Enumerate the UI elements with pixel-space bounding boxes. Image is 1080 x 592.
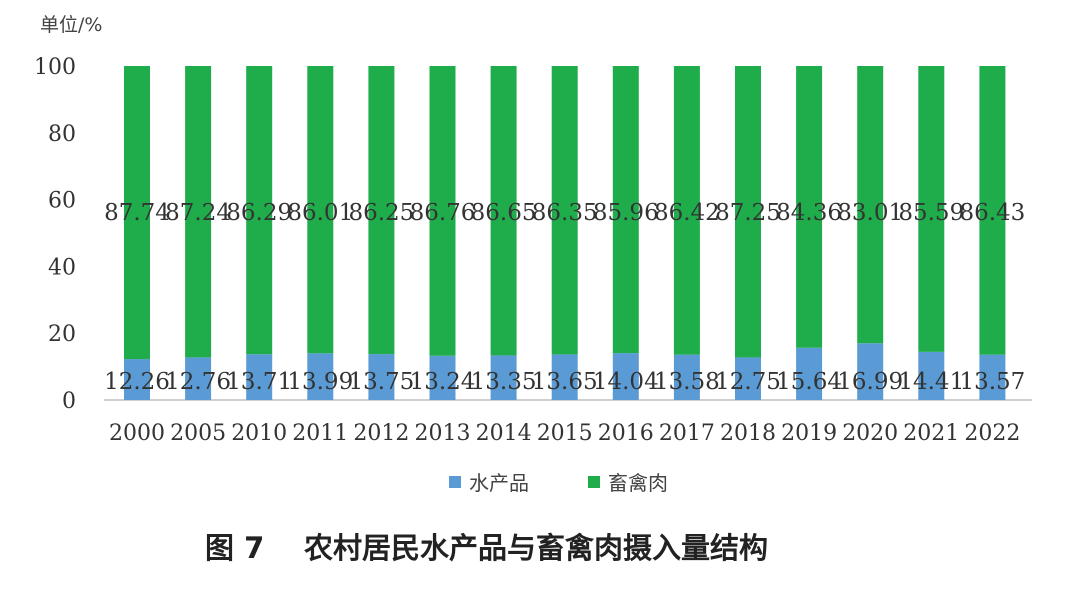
bar-segment-aquatic [735,357,761,400]
bar-segment-meat [612,66,639,354]
figure-number: 图 7 [205,531,264,565]
data-label-meat: 83.01 [837,200,903,226]
bar-segment-meat [368,66,395,355]
legend-swatch-aquatic [449,476,461,488]
bar-segment-aquatic [185,357,212,400]
bar-segment-meat [490,66,517,356]
data-label-meat: 86.43 [959,200,1025,226]
y-tick-label: 40 [48,255,76,280]
data-label-aquatic: 14.41 [898,369,964,395]
data-label-aquatic: 14.04 [593,369,659,395]
bar-segment-meat [185,66,212,358]
data-label-aquatic: 16.99 [837,369,903,395]
data-labels: 12.26 87.74 12.76 87.24 13.71 86.29 13.99 86.01… [104,200,1025,395]
y-tick-label: 100 [34,55,76,80]
bar-segment-aquatic [796,347,823,400]
x-tick-label: 2010 [231,421,287,446]
bar-segment-aquatic [246,354,273,400]
legend-label-meat: 畜禽肉 [608,471,668,495]
data-label-meat: 86.76 [410,200,476,226]
bar-segment-aquatic [307,353,334,400]
legend-label-aquatic: 水产品 [469,471,529,495]
bar-segment-aquatic [612,353,639,400]
data-label-aquatic: 13.99 [287,369,353,395]
bar-segment-aquatic [673,354,700,400]
bar-segment-meat [551,66,578,355]
data-label-aquatic: 15.64 [776,369,842,395]
bar-segment-aquatic [368,354,395,400]
data-label-aquatic: 13.71 [226,369,292,395]
data-label-meat: 87.25 [715,200,781,226]
data-label-meat: 86.35 [532,200,598,226]
x-tick-label: 2011 [292,421,348,446]
bar-segment-meat [735,66,761,358]
data-label-meat: 86.29 [226,200,292,226]
x-tick-label: 2022 [964,421,1020,446]
data-label-aquatic: 12.26 [104,369,170,395]
data-label-aquatic: 13.58 [654,369,720,395]
data-label-meat: 85.96 [593,200,659,226]
x-tick-label: 2000 [109,421,165,446]
bar-segment-aquatic [918,351,945,400]
data-label-aquatic: 13.57 [959,369,1025,395]
x-tick-label: 2018 [720,421,776,446]
bar-segment-meat [307,66,334,354]
bar-segment-meat [796,66,823,348]
x-tick-label: 2013 [415,421,471,446]
legend: 水产品 畜禽肉 [449,471,668,495]
data-label-aquatic: 13.75 [348,369,414,395]
y-tick-label: 0 [62,389,76,414]
y-tick-label: 80 [48,122,76,147]
bar-segment-aquatic [857,343,884,400]
data-label-meat: 86.25 [348,200,414,226]
x-tick-label: 2014 [476,421,532,446]
data-label-aquatic: 13.24 [410,369,476,395]
legend-swatch-meat [588,476,600,488]
bar-segment-meat [979,66,1006,355]
data-label-meat: 86.42 [654,200,720,226]
data-label-meat: 87.24 [165,200,231,226]
bar-segment-aquatic [490,355,517,400]
data-label-meat: 85.59 [898,200,964,226]
bar-segment-meat [124,66,150,360]
data-label-meat: 86.65 [471,200,537,226]
y-axis-ticks: 0 20 40 60 80 100 [34,55,76,414]
bar-segment-meat [857,66,884,344]
data-label-meat: 87.74 [104,200,170,226]
data-label-meat: 86.01 [287,200,353,226]
y-tick-label: 60 [48,189,76,214]
x-tick-label: 2019 [781,421,837,446]
bar-segment-meat [918,66,945,352]
x-tick-label: 2015 [537,421,593,446]
bar-segment-aquatic [429,355,456,400]
bar-segment-meat [246,66,273,355]
bar-segment-aquatic [979,354,1006,400]
y-axis-unit-label: 单位/% [40,14,102,36]
data-label-aquatic: 12.76 [165,369,231,395]
bar-segment-meat [673,66,700,355]
x-tick-label: 2012 [353,421,409,446]
figure-title: 农村居民水产品与畜禽肉摄入量结构 [303,531,768,565]
bar-segment-aquatic [124,359,150,400]
bar-segment-meat [429,66,456,356]
y-tick-label: 20 [48,322,76,347]
x-tick-label: 2005 [170,421,226,446]
x-tick-label: 2017 [659,421,715,446]
bar-segment-aquatic [551,354,578,400]
x-tick-label: 2020 [842,421,898,446]
x-axis-ticks: 2000 2005 2010 2011 2012 2013 2014 2015 2016 2017… [109,421,1020,446]
x-tick-label: 2021 [903,421,959,446]
bars [124,66,1006,400]
data-label-aquatic: 12.75 [715,369,781,395]
figure-caption: 图 7 农村居民水产品与畜禽肉摄入量结构 [205,531,768,565]
data-label-aquatic: 13.65 [532,369,598,395]
x-tick-label: 2016 [598,421,654,446]
data-label-aquatic: 13.35 [471,369,537,395]
data-label-meat: 84.36 [776,200,842,226]
